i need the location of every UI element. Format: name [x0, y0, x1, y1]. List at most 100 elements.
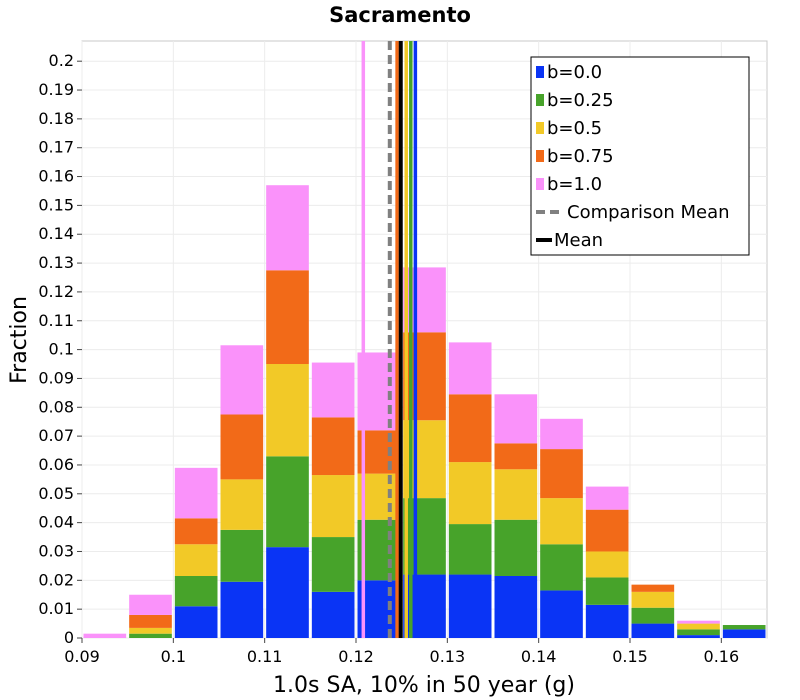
- x-tick-label: 0.12: [338, 647, 374, 666]
- y-tick-label: 0.2: [49, 51, 74, 70]
- legend-swatch: [536, 94, 544, 106]
- x-tick-label: 0.15: [612, 647, 648, 666]
- bar-segment: [311, 362, 355, 418]
- y-tick-label: 0.15: [38, 195, 74, 214]
- bar-segment: [585, 577, 629, 605]
- bar-segment: [311, 475, 355, 538]
- bar-segment: [494, 519, 538, 576]
- bar-segment: [220, 529, 264, 582]
- y-tick-label: 0.17: [38, 138, 74, 157]
- y-tick-label: 0.14: [38, 224, 74, 243]
- bar-segment: [448, 394, 492, 463]
- bar-segment: [174, 544, 218, 576]
- bar-segment: [722, 629, 766, 638]
- bar-segment: [174, 575, 218, 607]
- y-tick-label: 0.13: [38, 253, 74, 272]
- bar-segment: [540, 449, 583, 499]
- y-tick-label: 0.12: [38, 282, 74, 301]
- x-axis-label: 1.0s SA, 10% in 50 year (g): [273, 673, 575, 698]
- bar-segment: [631, 623, 675, 638]
- bar-segment: [129, 627, 172, 634]
- y-tick-label: 0.11: [38, 311, 74, 330]
- bar-segment: [220, 414, 264, 480]
- bar-segment: [174, 518, 218, 545]
- legend-label: Mean: [554, 230, 603, 251]
- bar-segment: [266, 547, 309, 638]
- legend-swatch: [536, 66, 544, 78]
- bar-segment: [494, 443, 538, 470]
- x-axis: 0.09 0.1 0.11 0.12 0.13 0.14 0.15 0.16: [64, 638, 739, 666]
- y-axis: 0 0.01 0.02 0.03 0.04 0.05 0.06 0.07 0.08 0.09 0.1…: [38, 51, 82, 647]
- bar-segment: [311, 591, 355, 638]
- y-axis-label: Fraction: [7, 296, 32, 384]
- y-tick-label: 0.06: [38, 455, 74, 474]
- y-tick-label: 0.01: [38, 599, 74, 618]
- bar-segment: [129, 614, 172, 628]
- x-tick-label: 0.16: [704, 647, 740, 666]
- y-tick-label: 0.08: [38, 397, 74, 416]
- legend-box: [530, 56, 750, 256]
- legend-swatch: [536, 150, 544, 162]
- bar-segment: [129, 594, 172, 615]
- bar-segment: [722, 625, 766, 630]
- bar-segment: [266, 456, 309, 548]
- legend-label: b=1.0: [547, 174, 602, 195]
- legend-label: b=0.75: [547, 146, 614, 167]
- bar-segment: [174, 467, 218, 519]
- legend-swatch: [536, 178, 544, 190]
- bar-segment: [311, 417, 355, 476]
- legend-label: Comparison Mean: [567, 202, 730, 223]
- chart-title: Sacramento: [329, 3, 471, 27]
- bar-segment: [540, 590, 583, 638]
- x-tick-label: 0.14: [521, 647, 557, 666]
- bar-segment: [677, 623, 720, 630]
- bar-segment: [540, 498, 583, 545]
- bar-segment: [266, 364, 309, 457]
- bar-segment: [631, 584, 675, 592]
- bar-segment: [174, 606, 218, 638]
- bar-segment: [494, 394, 538, 444]
- y-tick-label: 0.05: [38, 484, 74, 503]
- bar-segment: [585, 551, 629, 578]
- mean-lines-group: [361, 41, 418, 638]
- legend-label: b=0.25: [547, 90, 614, 111]
- bar-segment: [311, 537, 355, 592]
- bar-segment: [266, 185, 309, 271]
- y-tick-label: 0: [64, 628, 74, 647]
- y-tick-label: 0.1: [49, 340, 74, 359]
- bar-segment: [220, 479, 264, 530]
- bar-segment: [220, 581, 264, 638]
- legend-label: b=0.5: [547, 118, 602, 139]
- bar-segment: [631, 591, 675, 608]
- y-tick-label: 0.02: [38, 570, 74, 589]
- bar-segment: [494, 469, 538, 520]
- bar-segment: [266, 270, 309, 365]
- x-tick-label: 0.13: [430, 647, 466, 666]
- legend-swatch: [536, 122, 544, 134]
- bar-segment: [585, 509, 629, 552]
- bar-segment: [540, 544, 583, 591]
- x-tick-label: 0.09: [64, 647, 100, 666]
- y-tick-label: 0.03: [38, 541, 74, 560]
- legend: b=0.0 b=0.25 b=0.5 b=0.75 b=1.0 Comparison Me…: [530, 56, 750, 256]
- y-tick-label: 0.07: [38, 426, 74, 445]
- y-tick-label: 0.04: [38, 513, 74, 532]
- x-tick-label: 0.1: [161, 647, 186, 666]
- bar-segment: [448, 524, 492, 575]
- bar-segment: [677, 635, 720, 638]
- y-tick-label: 0.16: [38, 167, 74, 186]
- y-tick-label: 0.18: [38, 109, 74, 128]
- bar-segment: [677, 620, 720, 624]
- bar-segment: [220, 345, 264, 415]
- y-tick-label: 0.19: [38, 80, 74, 99]
- x-tick-label: 0.11: [247, 647, 283, 666]
- y-tick-label: 0.09: [38, 368, 74, 387]
- bar-segment: [448, 342, 492, 395]
- bar-segment: [448, 462, 492, 525]
- bar-segment: [494, 575, 538, 638]
- bar-segment: [83, 633, 127, 638]
- bar-segment: [448, 574, 492, 638]
- bar-segment: [540, 418, 583, 450]
- bar-segment: [585, 486, 629, 510]
